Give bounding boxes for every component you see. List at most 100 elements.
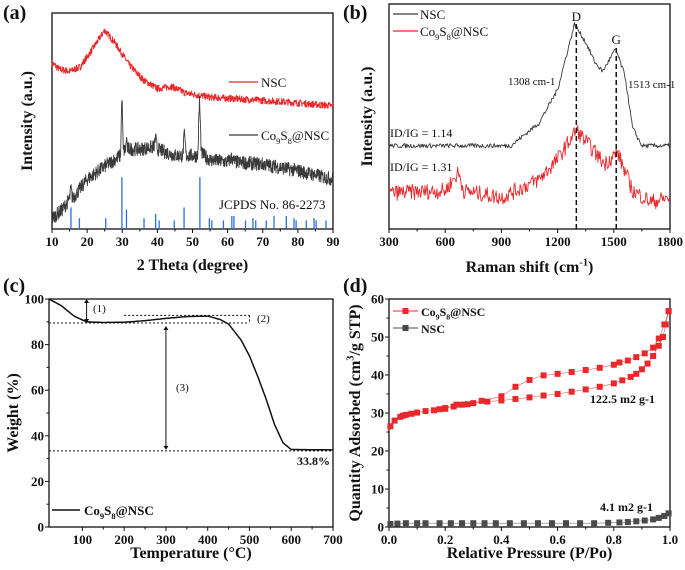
y-axis-label: Weight (%) [5,373,22,453]
data-point-co9s8-nsc [582,367,589,374]
legend-label: NSC [421,322,445,336]
legend-marker [402,325,409,331]
data-point-nsc [605,519,612,526]
x-axis-label: Relative Pressure (P/Po) [447,545,613,562]
data-point-co9s8-nsc [391,417,398,424]
data-point-nsc [591,520,598,527]
y-tick-label: 60 [31,383,44,398]
series-line-co9s8-nsc [51,95,334,224]
x-tick-label: 70 [256,234,269,249]
data-point-co9s8-nsc [478,397,485,404]
x-tick-label: 90 [327,234,340,249]
data-point-co9s8-nsc [568,368,575,375]
data-point-co9s8-nsc [526,376,533,383]
x-tick-label: 300 [156,532,176,547]
y-tick-label: 30 [371,406,384,421]
legend-label: NSC [420,7,445,22]
data-point-co9s8-nsc [641,350,648,357]
y-tick-label: 10 [371,482,384,497]
data-point-nsc [394,520,401,527]
data-point-co9s8-nsc [582,386,589,393]
g-band-shift: 1513 cm-1 [628,79,675,91]
data-point-nsc [436,520,443,527]
data-point-co9s8-nsc [408,410,415,417]
data-point-co9s8-nsc [650,353,657,359]
data-point-nsc [641,517,648,524]
series-line-co9s8-nsc [48,298,333,451]
ratio-co9s8-nsc: ID/IG = 1.31 [390,160,452,174]
y-axis-label: Quantity Adsorbed (cm3/g STP) [346,304,364,521]
x-tick-label: 300 [379,234,399,249]
x-axis-label: 2 Theta (degree) [137,257,248,274]
data-point-co9s8-nsc [498,397,505,404]
step1-arrow-head [84,299,90,303]
step3-arrow-head [163,445,169,450]
data-point-nsc [534,520,541,527]
series-line-co9s8-nsc [388,125,671,210]
data-point-co9s8-nsc [655,335,662,342]
x-tick-label: 1200 [545,234,571,249]
y-tick-label: 100 [25,292,45,307]
legend-marker [402,308,409,314]
y-tick-label: 50 [371,330,384,345]
data-point-co9s8-nsc [402,411,409,418]
data-point-co9s8-nsc [633,370,640,377]
data-point-co9s8-nsc [484,398,491,405]
y-tick-label: 0 [38,520,45,535]
data-point-co9s8-nsc [596,364,603,371]
x-tick-label: 1500 [601,234,627,249]
legend-label: NSC [261,75,286,90]
data-point-co9s8-nsc [624,357,631,364]
data-point-nsc [402,520,409,527]
surface-area-co9s8-nsc: 122.5 m2 g-1 [590,392,655,406]
data-point-co9s8-nsc [498,393,505,400]
x-tick-label: 0.4 [493,532,510,547]
x-tick-label: 40 [151,234,164,249]
d-band-label: D [572,9,581,24]
data-point-nsc [470,520,477,527]
y-tick-label: 20 [31,474,44,489]
y-axis-label: Intensity (a.u.) [359,66,376,166]
data-point-co9s8-nsc [627,373,634,380]
plot-frame [48,298,334,528]
panel-label-b: (b) [343,2,367,24]
x-tick-label: 0.6 [549,532,566,547]
data-point-co9s8-nsc [638,366,645,373]
x-tick-label: 50 [186,234,199,249]
legend-label: Co9S8@NSC [420,24,488,42]
data-point-nsc [492,520,499,527]
data-point-co9s8-nsc [540,372,547,379]
x-tick-label: 700 [323,532,343,547]
y-tick-label: 20 [371,444,384,459]
x-axis-label: Raman shift (cm-1) [466,258,594,276]
data-point-co9s8-nsc [610,380,617,387]
data-point-nsc [655,514,662,521]
data-point-nsc [633,518,640,525]
data-point-co9s8-nsc [610,361,617,368]
x-tick-label: 0.0 [381,532,397,547]
data-point-co9s8-nsc [665,308,672,315]
data-point-co9s8-nsc [633,354,640,361]
legend-label: Co9S8@NSC [84,503,154,521]
data-point-co9s8-nsc [655,342,662,349]
x-tick-label: 0.2 [437,532,453,547]
x-tick-label: 80 [291,234,304,249]
data-point-co9s8-nsc [430,407,437,414]
x-tick-label: 0.8 [606,532,623,547]
y-axis-label: Intensity (a.u.) [19,71,36,171]
data-point-co9s8-nsc [596,383,603,390]
data-point-co9s8-nsc [619,377,626,384]
y-tick-label: 40 [31,428,44,443]
data-point-co9s8-nsc [387,423,394,430]
step3-arrow-head [163,325,169,330]
x-axis-label: Temperature (°C) [130,545,251,562]
series-line-nsc [51,28,334,109]
data-point-nsc [548,520,555,527]
data-point-co9s8-nsc [616,359,623,366]
data-point-co9s8-nsc [512,383,519,390]
data-point-nsc [650,516,657,523]
data-point-co9s8-nsc [540,392,547,399]
legend-label: Co9S8@NSC [421,305,485,322]
data-point-co9s8-nsc [453,401,460,408]
legend-label: Co9S8@NSC [261,128,329,146]
